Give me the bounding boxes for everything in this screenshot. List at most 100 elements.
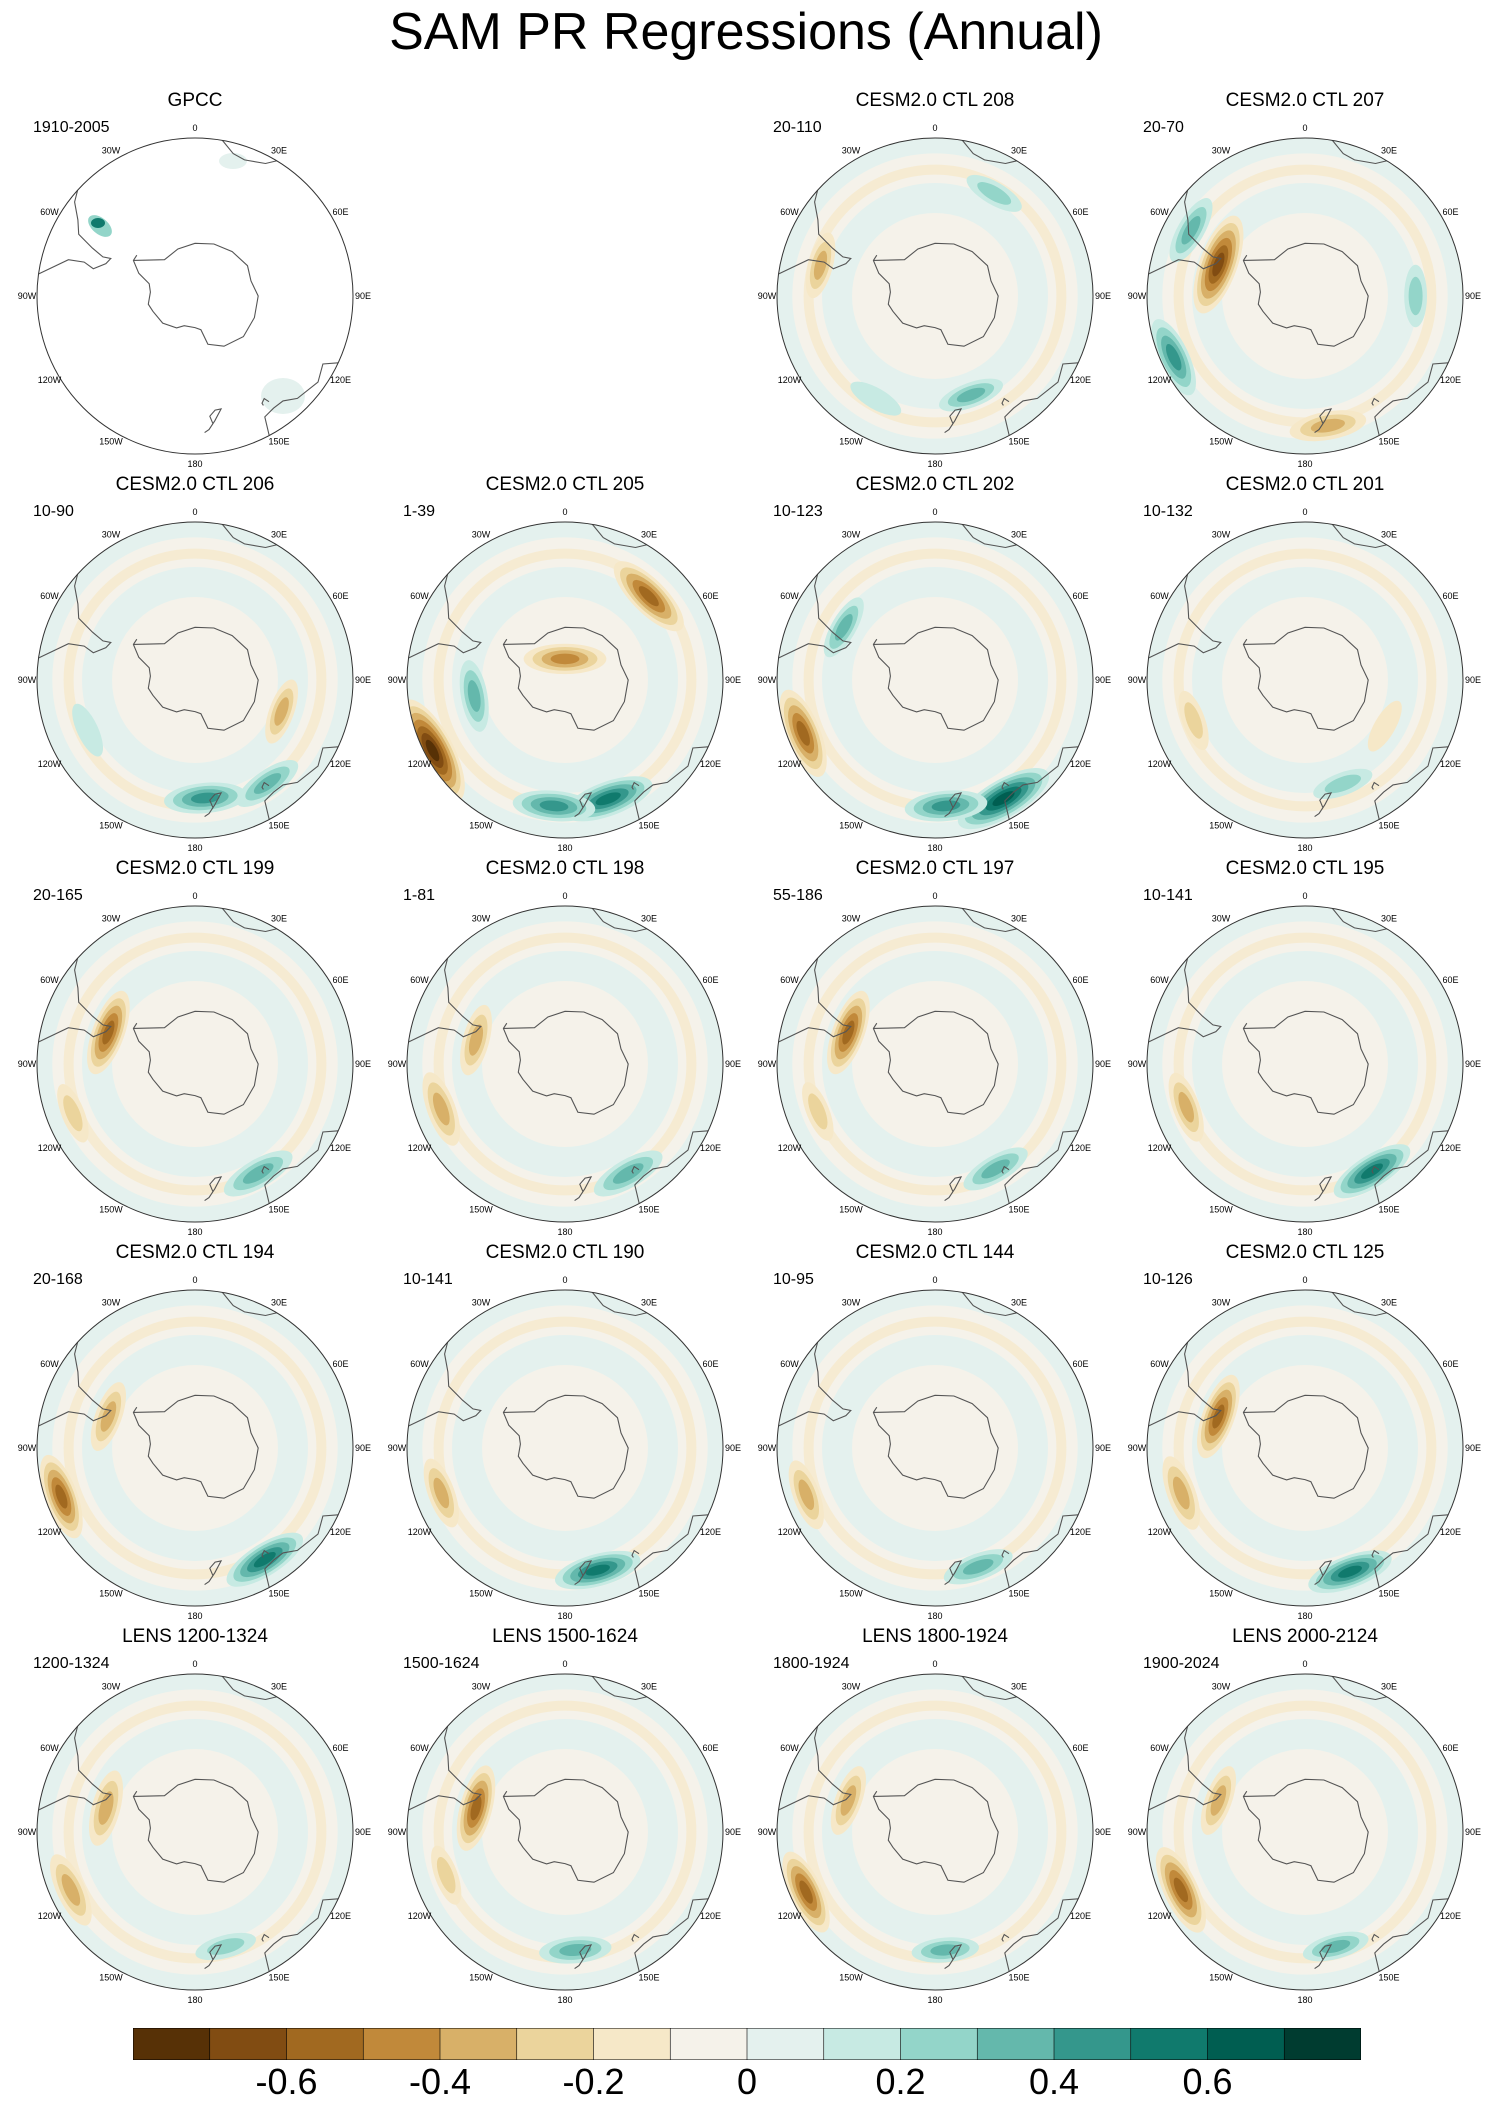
- zonal-ring: [452, 1335, 678, 1561]
- longitude-label: 30W: [102, 914, 121, 924]
- coastline: [631, 781, 640, 790]
- longitude-label: 60W: [40, 975, 59, 985]
- zonal-ring: [1173, 1316, 1437, 1580]
- regression-feature: [1404, 264, 1427, 328]
- longitude-label: 150W: [1209, 437, 1233, 447]
- longitude-label: 120W: [38, 1527, 62, 1537]
- longitude-label: 90E: [1095, 1059, 1111, 1069]
- longitude-label: 150E: [638, 1589, 659, 1599]
- panel-title: CESM2.0 CTL 201: [1226, 474, 1385, 495]
- coastline: [1242, 1010, 1369, 1115]
- longitude-label: 90E: [1465, 675, 1481, 685]
- panel-years: 1-81: [403, 887, 435, 904]
- panel-title: CESM2.0 CTL 197: [856, 858, 1015, 879]
- longitude-label: 150W: [469, 1589, 493, 1599]
- longitude-label: 180: [187, 1227, 202, 1237]
- regression-feature: [1168, 1072, 1204, 1142]
- coastline: [1371, 1165, 1380, 1174]
- zonal-ring: [433, 932, 697, 1196]
- coastline: [1371, 781, 1380, 790]
- longitude-label: 120W: [408, 759, 432, 769]
- regression-feature: [40, 1454, 83, 1539]
- coastline: [1374, 1130, 1449, 1204]
- longitude-label: 0: [562, 1275, 567, 1285]
- regression-feature: [236, 760, 299, 807]
- longitude-label: 150W: [99, 1589, 123, 1599]
- longitude-label: 0: [562, 891, 567, 901]
- regression-feature: [89, 1770, 123, 1846]
- map-boundary: [776, 521, 1094, 839]
- longitude-label: 180: [1297, 843, 1312, 853]
- coastline: [264, 1130, 339, 1204]
- panel-title: CESM2.0 CTL 202: [856, 474, 1015, 495]
- zonal-ring: [1147, 1674, 1463, 1990]
- longitude-label: 150E: [638, 1205, 659, 1215]
- colorbar-tick-labels: -0.6 -0.4 -0.2 0 0.2 0.4 0.6: [0, 2062, 1492, 2106]
- longitude-label: 0: [192, 507, 197, 517]
- coastline: [502, 626, 629, 731]
- regression-feature: [911, 1937, 979, 1963]
- regression-feature: [827, 990, 870, 1075]
- longitude-label: 150E: [268, 821, 289, 831]
- panel-title: GPCC: [168, 90, 223, 111]
- zonal-ring: [822, 183, 1048, 409]
- longitude-label: 150E: [638, 821, 659, 831]
- longitude-label: 30W: [1212, 1682, 1231, 1692]
- longitude-label: 120E: [1070, 1143, 1091, 1153]
- longitude-label: 30W: [1212, 914, 1231, 924]
- regression-feature: [1151, 319, 1196, 396]
- longitude-label: 30E: [641, 530, 657, 540]
- longitude-label: 60W: [780, 207, 799, 217]
- longitude-label: 90E: [355, 675, 371, 685]
- zonal-ring: [803, 1316, 1067, 1580]
- colorbar-box: [976, 2028, 1055, 2060]
- longitude-label: 120W: [778, 1911, 802, 1921]
- regression-feature: [1308, 1550, 1392, 1594]
- longitude-label: 90W: [758, 1827, 777, 1837]
- coastline: [1148, 574, 1222, 659]
- longitude-label: 90E: [355, 1443, 371, 1453]
- map-panel: 0 30E 60E 90E 120E 150E 180 150W 120W 90W 60W 30W CE…: [1128, 474, 1481, 853]
- panel-years: 10-141: [1143, 887, 1193, 904]
- longitude-label: 120E: [330, 375, 351, 385]
- zonal-ring: [63, 1700, 327, 1964]
- regression-feature: [963, 1147, 1028, 1191]
- coastline: [1314, 1944, 1333, 1970]
- coastline: [1242, 1778, 1369, 1883]
- longitude-label: 180: [927, 843, 942, 853]
- longitude-label: 0: [1302, 891, 1307, 901]
- panel-years: 20-168: [33, 1271, 83, 1288]
- longitude-label: 60W: [780, 591, 799, 601]
- longitude-label: 180: [187, 1995, 202, 2005]
- regression-feature: [87, 990, 130, 1075]
- longitude-label: 30E: [641, 1298, 657, 1308]
- map-boundary: [406, 905, 724, 1223]
- longitude-label: 150E: [638, 1973, 659, 1983]
- regression-feature: [1178, 690, 1209, 751]
- longitude-label: 150E: [1378, 1589, 1399, 1599]
- map-panel: 0 30E 60E 90E 120E 150E 180 150W 120W 90W 60W 30W CE…: [388, 474, 741, 853]
- longitude-label: 60E: [332, 591, 348, 601]
- coastline: [204, 1176, 223, 1202]
- longitude-label: 150E: [268, 1589, 289, 1599]
- coastline: [408, 1342, 482, 1427]
- panel-years: 1200-1324: [33, 1655, 110, 1672]
- map-panel: 0 30E 60E 90E 120E 150E 180 150W 120W 90W 60W 30W CE…: [758, 474, 1111, 853]
- longitude-label: 120W: [408, 1143, 432, 1153]
- longitude-label: 90E: [1095, 1827, 1111, 1837]
- coastline: [502, 1394, 629, 1499]
- colorbar-box: [746, 2028, 825, 2060]
- regression-feature: [904, 790, 988, 822]
- panel-title: CESM2.0 CTL 144: [856, 1242, 1015, 1263]
- colorbar-box: [1207, 2028, 1286, 2060]
- regression-feature: [805, 232, 836, 299]
- longitude-label: 30W: [472, 914, 491, 924]
- panel-years: 20-110: [773, 119, 822, 136]
- longitude-label: 150E: [268, 1205, 289, 1215]
- longitude-label: 120W: [38, 1143, 62, 1153]
- longitude-label: 180: [927, 1611, 942, 1621]
- zonal-ring: [63, 1316, 327, 1580]
- panel-title: CESM2.0 CTL 206: [116, 474, 275, 495]
- map-panel: 0 30E 60E 90E 120E 150E 180 150W 120W 90W 60W 30W CE…: [1128, 1242, 1481, 1621]
- longitude-label: 150E: [1378, 1973, 1399, 1983]
